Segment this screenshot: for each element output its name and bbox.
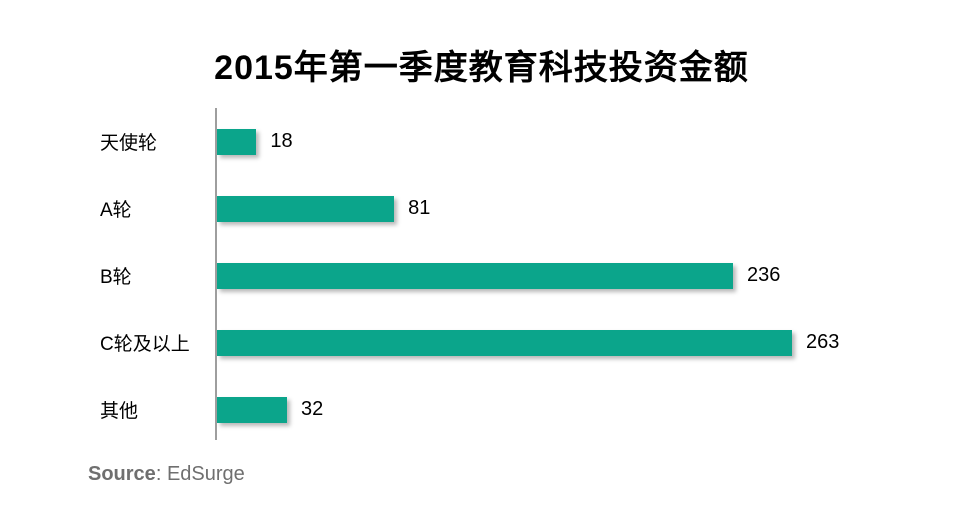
bar-rows: 天使轮 18 A轮 81 B轮 236 C轮及以上 263 其他 32 (0, 108, 963, 443)
bar (217, 329, 792, 356)
bar-row: 天使轮 18 (0, 108, 963, 175)
value-label: 236 (747, 264, 781, 286)
chart-title: 2015年第一季度教育科技投资金额 (214, 49, 749, 87)
category-label: B轮 (100, 267, 132, 288)
source-separator: : (155, 463, 167, 485)
source-note: Source: EdSurge (88, 463, 245, 486)
value-label: 32 (301, 398, 324, 420)
category-label: 其他 (100, 401, 139, 422)
bar (217, 396, 287, 423)
bar-row: 其他 32 (0, 376, 963, 443)
category-label: C轮及以上 (100, 334, 190, 355)
source-label: Source (88, 463, 156, 485)
bar (217, 262, 733, 289)
bar (217, 128, 257, 155)
source-value: EdSurge (166, 463, 245, 485)
category-label: A轮 (100, 200, 132, 221)
category-label: 天使轮 (100, 133, 158, 154)
bar-row: C轮及以上 263 (0, 309, 963, 376)
value-label: 81 (408, 197, 431, 219)
bar-row: A轮 81 (0, 175, 963, 242)
value-label: 263 (806, 331, 840, 353)
bar-chart: 天使轮 18 A轮 81 B轮 236 C轮及以上 263 其他 32 (0, 108, 963, 443)
bar (217, 195, 395, 222)
value-label: 18 (270, 130, 293, 152)
y-axis-line (215, 108, 217, 440)
bar-row: B轮 236 (0, 242, 963, 309)
